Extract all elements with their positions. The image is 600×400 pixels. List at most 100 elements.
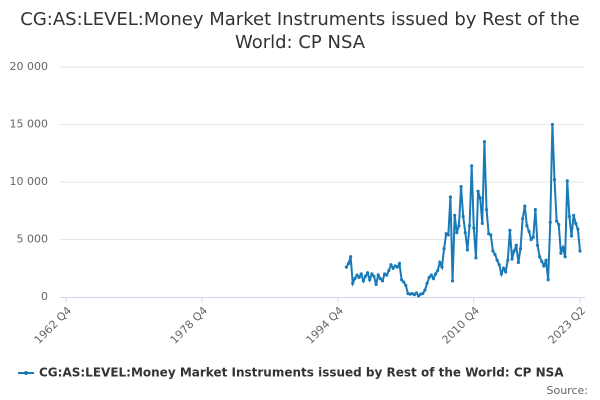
data-point [538, 255, 542, 259]
data-point [363, 274, 368, 278]
data-point [346, 262, 351, 266]
data-point [548, 220, 552, 224]
data-point [459, 185, 463, 189]
data-point [465, 248, 470, 252]
data-point [402, 280, 406, 284]
data-point [491, 249, 495, 253]
data-point [423, 288, 427, 292]
data-point [370, 272, 374, 276]
data-point [514, 243, 518, 247]
y-tick-label: 15 000 [10, 118, 49, 131]
data-point [546, 278, 550, 282]
data-point [552, 178, 557, 182]
data-point [414, 291, 419, 295]
data-point [433, 272, 438, 276]
data-point [446, 233, 450, 237]
x-tick-label: 1994 Q4 [304, 304, 347, 347]
data-point [376, 273, 380, 277]
data-point [395, 265, 399, 269]
data-point [453, 213, 457, 217]
data-point [474, 256, 478, 260]
data-point [404, 283, 408, 288]
data-point [540, 259, 544, 263]
data-point [525, 224, 529, 228]
data-point [574, 221, 578, 225]
legend-label: CG:AS:LEVEL:Money Market Instruments iss… [39, 366, 564, 380]
data-point [506, 258, 510, 262]
data-point [569, 234, 574, 238]
data-point [351, 281, 355, 285]
data-point [544, 258, 548, 262]
data-point [578, 249, 582, 253]
data-point [533, 208, 537, 212]
data-point [399, 278, 404, 282]
y-tick-label: 20 000 [10, 60, 49, 73]
series-line [345, 124, 581, 298]
data-point [521, 217, 525, 221]
data-point [478, 196, 482, 200]
data-point [412, 293, 416, 297]
data-point [565, 179, 569, 183]
data-point [527, 229, 531, 234]
data-point [523, 204, 527, 208]
data-point [531, 235, 535, 239]
data-point [425, 281, 429, 285]
data-point [461, 214, 465, 219]
data-point [472, 226, 476, 230]
data-point [572, 213, 576, 217]
data-point [510, 257, 514, 261]
data-point [344, 265, 348, 269]
data-point [359, 272, 363, 276]
data-point [567, 214, 571, 219]
data-point [504, 270, 508, 274]
data-point [529, 237, 533, 242]
data-point [455, 231, 459, 235]
data-point [431, 277, 436, 281]
data-point [366, 271, 370, 275]
data-point [387, 268, 391, 273]
data-point [416, 294, 421, 298]
legend-symbol-marker [24, 371, 28, 375]
data-point [495, 258, 499, 262]
data-point [501, 266, 506, 270]
data-point [450, 279, 455, 283]
data-point [457, 224, 461, 228]
data-point [470, 164, 474, 168]
x-tick-label: 2023 Q2 [546, 304, 589, 347]
x-tick-label: 1978 Q4 [168, 304, 211, 347]
data-point [397, 262, 402, 266]
data-point [429, 273, 433, 277]
data-point [508, 228, 512, 232]
data-point [550, 122, 554, 127]
data-point [427, 275, 431, 280]
data-point [355, 273, 359, 277]
data-point [482, 140, 487, 144]
data-point [467, 224, 472, 228]
y-tick-label: 5 000 [17, 233, 49, 246]
data-point [555, 219, 559, 223]
data-point [476, 189, 480, 193]
data-point [563, 255, 567, 259]
data-point [497, 263, 501, 267]
data-point [353, 277, 357, 281]
y-tick-label: 0 [41, 290, 48, 303]
data-point [368, 278, 372, 282]
x-tick-label: 1962 Q4 [32, 304, 75, 347]
data-point [436, 268, 440, 273]
data-point [391, 266, 395, 270]
y-tick-label: 10 000 [10, 175, 49, 188]
data-point [489, 233, 493, 237]
data-point [516, 260, 521, 265]
data-point [357, 275, 361, 280]
x-tick-label: 2010 Q4 [440, 304, 483, 347]
data-point [542, 264, 546, 268]
data-point [361, 279, 365, 283]
data-point [557, 222, 561, 227]
data-point [512, 249, 516, 253]
source: Source: [547, 384, 589, 397]
data-point [535, 243, 540, 247]
data-point [576, 227, 580, 231]
data-point [463, 231, 467, 235]
